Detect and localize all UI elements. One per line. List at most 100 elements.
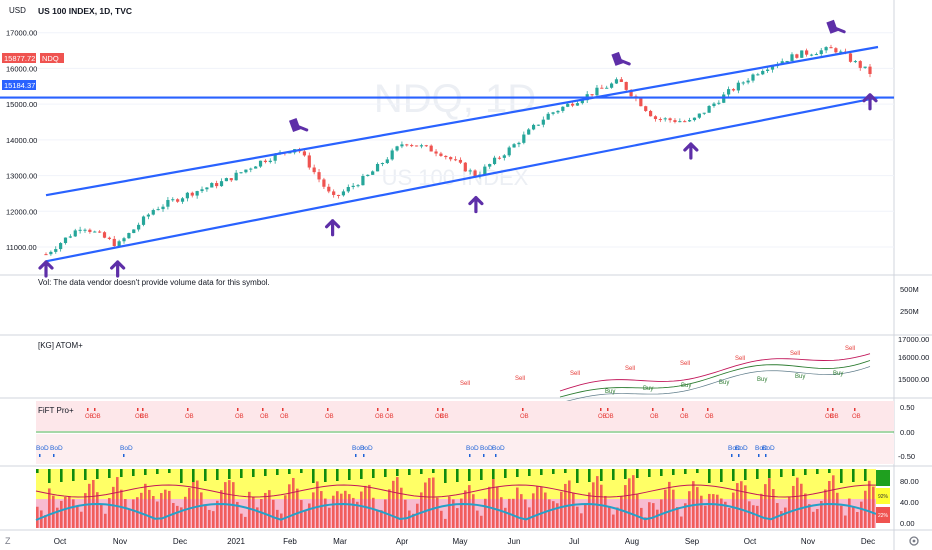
osc-top-bar [96,469,99,479]
candle-body [254,166,258,169]
osc-top-bar [120,469,123,477]
osc-bar [868,480,871,528]
fift-ob-label: OB [280,414,289,420]
candle-body [624,81,628,90]
osc-bar [608,507,611,528]
candle-body [600,87,604,89]
fift-ob-label: OB [598,414,607,420]
osc-top-bar [156,469,159,474]
candle-body [697,113,701,118]
osc-top-bar [708,469,711,483]
candle-body [68,236,72,238]
osc-bar [312,492,315,528]
osc-bar [848,498,851,528]
osc-bar [444,518,447,528]
osc-bar [400,487,403,528]
osc-bar [288,484,291,528]
atom-tick-16000: 16000.00 [898,353,929,362]
osc-bar [456,508,459,528]
osc-bar [256,507,259,528]
osc-top-bar [132,469,135,476]
fift-ob-marker [327,408,329,411]
gavel-handle [617,58,631,66]
osc-bar [628,478,631,528]
osc-badge-low-label: 22% [878,513,889,519]
osc-bar [372,497,375,528]
candle-body [195,191,199,196]
candle-body [107,237,111,239]
fift-ob-label: OB [260,414,269,420]
candle-body [497,157,502,159]
candle-body [687,120,692,122]
osc-bar [780,511,783,528]
osc-bar [44,515,47,528]
gavel-icon [826,19,846,34]
osc-bar [340,493,343,528]
time-axis-label: Oct [744,537,757,546]
fift-bod-label: BoD [120,445,133,452]
fift-ob-marker [600,408,602,411]
osc-bar [648,502,651,528]
candle-body [361,175,365,186]
up-arrow-icon [683,142,699,160]
osc-bar [736,483,739,528]
osc-bar [588,492,591,528]
up-arrow-icon [468,195,484,214]
osc-top-bar [288,469,291,474]
osc-bar [556,503,559,528]
candle-body [336,194,341,196]
candle-body [424,145,428,147]
osc-bar [832,475,835,528]
trend-channel[interactable] [0,45,894,263]
candle-body [531,124,536,130]
candle-body [73,230,77,237]
candle-body [190,192,194,196]
osc-bar [760,493,763,528]
candle-body [848,53,853,62]
osc-top-bar [264,469,267,476]
osc-badge-low [876,507,890,523]
candle-body [731,89,736,91]
time-axis[interactable]: Oct Nov Dec 2021 Feb Mar Apr May Jun Jul Aug Sep Oct… [54,537,875,546]
osc-top-bar [144,469,147,475]
candle-body [414,145,419,147]
osc-bar [644,517,647,528]
candle-body [824,47,828,51]
z-icon[interactable]: Z [5,536,11,546]
osc-bar [272,499,275,528]
price-axis[interactable]: 11000.00 12000.00 13000.00 14000.00 15000.00… [6,29,37,252]
osc-bar [296,488,299,528]
atom-sell-label: Sell [790,351,800,357]
osc-bar [560,491,563,528]
fift-ob-label: OB [185,414,194,420]
candle-body [410,145,414,147]
osc-top-bar [408,469,411,475]
settings-gear-icon[interactable] [909,536,919,546]
osc-top-bar [72,469,75,481]
osc-top-bar [240,469,243,478]
osc-bar [176,505,179,528]
osc-bar [284,495,287,528]
osc-top-bar [828,469,831,473]
osc-tick-0: 0.00 [900,519,915,528]
osc-bar [352,497,355,528]
osc-bar [548,499,551,528]
candle-body [151,210,155,215]
volume-tick-500m: 500M [900,285,919,294]
candle-body [790,54,794,61]
gavel-head [611,51,624,66]
osc-bar [436,497,439,528]
candle-body [595,87,599,96]
candle-body [268,160,272,163]
candle-body [205,187,209,190]
up-arrow-icon [38,260,54,278]
osc-top-bar [636,469,639,478]
time-axis-label: Oct [54,537,67,546]
candle-body [507,147,511,156]
osc-bar [688,491,691,528]
atom-tick-17000: 17000.00 [898,335,929,344]
fift-band-top [36,401,894,431]
candle-body [395,146,399,151]
